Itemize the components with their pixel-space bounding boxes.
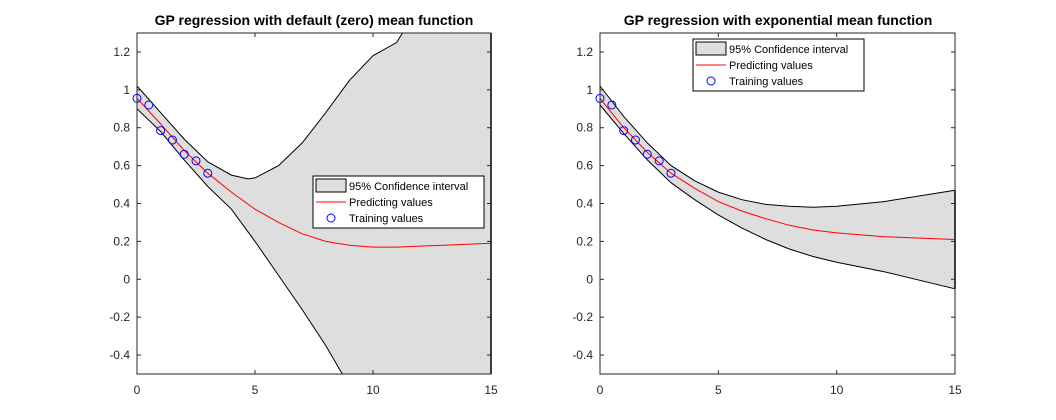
- x-tick-label: 10: [830, 383, 844, 397]
- mean-line: [136, 98, 492, 248]
- y-tick-label: -0.2: [572, 310, 593, 324]
- y-tick-label: 0.6: [576, 159, 593, 173]
- upper-bound-line: [136, 32, 403, 180]
- training-point: [619, 126, 629, 136]
- y-tick-label: 0.4: [113, 197, 130, 211]
- x-tick-label: 5: [252, 383, 259, 397]
- legend: 95% Confidence interval Predicting values…: [312, 175, 485, 229]
- right-title: GP regression with exponential mean func…: [624, 12, 933, 28]
- training-point: [642, 149, 652, 159]
- legend-training-swatch: [326, 213, 336, 223]
- upper-bound-line: [599, 85, 956, 208]
- y-tick-label: 1.2: [113, 45, 130, 59]
- training-point: [654, 156, 664, 166]
- y-tick-label: -0.4: [572, 348, 593, 362]
- lower-bound-line: [599, 104, 956, 290]
- training-point: [666, 168, 676, 178]
- legend-band-swatch: [695, 41, 727, 56]
- mean-line: [599, 98, 956, 240]
- confidence-band: [600, 86, 955, 289]
- legend-label: Training values: [729, 76, 804, 88]
- training-point: [203, 168, 213, 178]
- training-point: [179, 149, 189, 159]
- y-tick-label: -0.2: [109, 310, 130, 324]
- y-tick-label: 0.6: [113, 159, 130, 173]
- legend-label: Predicting values: [349, 197, 433, 209]
- training-point: [607, 100, 617, 110]
- legend-label: Predicting values: [729, 60, 813, 72]
- right-axes: GP regression with exponential mean func…: [572, 12, 962, 397]
- y-tick-label: -0.4: [109, 348, 130, 362]
- y-tick-label: 0.8: [113, 121, 130, 135]
- training-point: [156, 126, 166, 136]
- y-tick-label: 0: [586, 272, 593, 286]
- lower-bound-line: [136, 108, 343, 375]
- x-tick-label: 10: [366, 383, 380, 397]
- training-point: [631, 135, 640, 145]
- y-tick-label: 0.8: [576, 121, 593, 135]
- left-title: GP regression with default (zero) mean f…: [155, 12, 474, 28]
- x-tick-label: 0: [597, 383, 604, 397]
- y-tick-label: 0: [123, 272, 130, 286]
- training-point: [167, 135, 177, 145]
- legend-label: 95% Confidence interval: [349, 181, 468, 193]
- legend-label: Training values: [349, 213, 424, 225]
- training-point: [144, 100, 154, 110]
- left-axes: GP regression with default (zero) mean f…: [109, 12, 498, 397]
- plot-area: [595, 85, 956, 290]
- y-tick-label: 1: [123, 83, 130, 97]
- y-tick-label: 0.2: [113, 234, 130, 248]
- legend-training-swatch: [706, 76, 716, 86]
- y-tick-label: 0.2: [576, 234, 593, 248]
- x-tick-label: 15: [948, 383, 962, 397]
- legend: 95% Confidence interval Predicting values…: [692, 38, 865, 92]
- x-tick-label: 5: [715, 383, 722, 397]
- y-tick-label: 1.2: [576, 45, 593, 59]
- y-tick-label: 1: [586, 83, 593, 97]
- legend-band-swatch: [315, 178, 347, 193]
- x-tick-label: 15: [484, 383, 498, 397]
- y-tick-label: 0.4: [576, 197, 593, 211]
- legend-label: 95% Confidence interval: [729, 44, 848, 56]
- x-tick-label: 0: [134, 383, 141, 397]
- training-point: [191, 156, 201, 166]
